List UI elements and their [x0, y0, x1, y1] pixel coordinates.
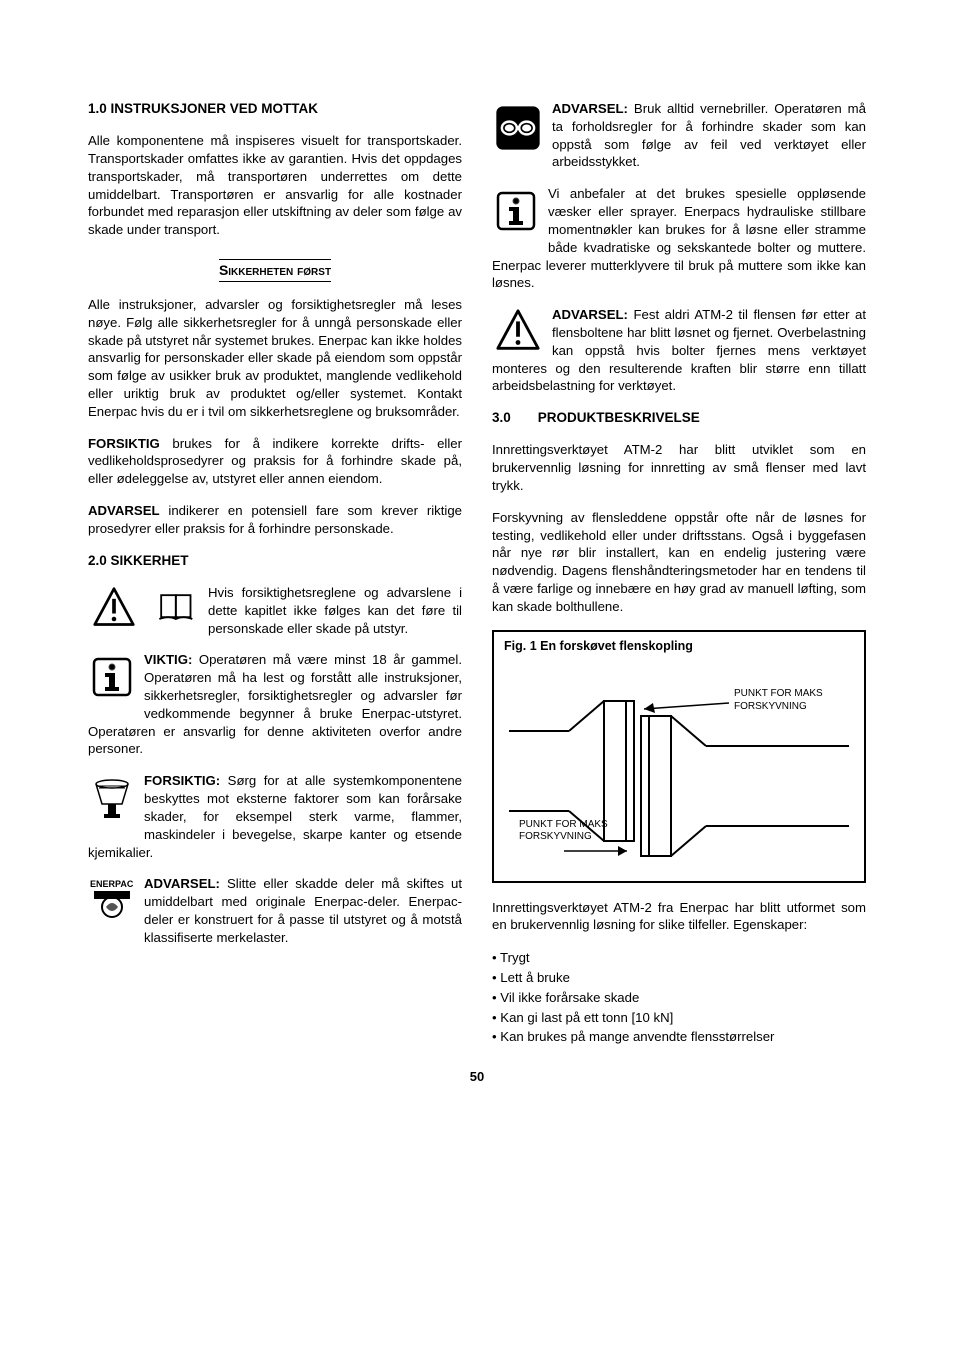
warn-flange-block: ADVARSEL: Fest aldri ATM-2 til flensen f…: [492, 306, 866, 395]
warning-icon: [88, 586, 140, 635]
right-column: ADVARSEL: Bruk alltid vernebriller. Oper…: [492, 100, 866, 1057]
goggles-icon: [492, 102, 544, 159]
bullet-item: Lett å bruke: [492, 968, 866, 988]
bullet-item: Trygt: [492, 948, 866, 968]
info-icon: [88, 653, 136, 706]
book-icon: [148, 586, 200, 635]
two-column-layout: 1.0 INSTRUKSJONER VED MOTTAK Alle kompon…: [88, 100, 866, 1057]
section-2-heading: 2.0 SIKKERHET: [88, 552, 462, 570]
bullet-item: Kan brukes på mange anvendte flensstørre…: [492, 1027, 866, 1047]
fig-label-top-2: FORSKYVNING: [734, 701, 807, 712]
flange-diagram: PUNKT FOR MAKS FORSKYVNING PUNKT FOR MAK…: [509, 661, 849, 871]
fig-label-top-1: PUNKT FOR MAKS: [734, 688, 823, 699]
safety-first-banner: Sikkerheten først: [219, 259, 331, 282]
section-1-heading: 1.0 INSTRUKSJONER VED MOTTAK: [88, 100, 462, 118]
fig-label-bot-1: PUNKT FOR MAKSFORSKYVNING: [519, 819, 608, 842]
para-product-1: Innrettingsverktøyet ATM-2 har blitt utv…: [492, 441, 866, 494]
para-transport: Alle komponentene må inspiseres visuelt …: [88, 132, 462, 239]
warning-icon: [492, 308, 544, 359]
bullet-item: Vil ikke forårsake skade: [492, 988, 866, 1008]
para-advarsel: ADVARSEL indikerer en potensiell fare so…: [88, 502, 462, 538]
feature-list: Trygt Lett å bruke Vil ikke forårsake sk…: [492, 948, 866, 1047]
info-block-2: Vi anbefaler at det brukes spesielle opp…: [492, 185, 866, 292]
bullet-item: Kan gi last på ett tonn [10 kN]: [492, 1008, 866, 1028]
para-instructions: Alle instruksjoner, advarsler og forsikt…: [88, 296, 462, 421]
page-number: 50: [88, 1069, 866, 1084]
info-icon: [492, 187, 540, 240]
warn-book-block: Hvis forsiktighetsreglene og advarslene …: [88, 584, 462, 637]
enerpac-icon: [88, 877, 136, 930]
para-forsiktig: FORSIKTIG brukes for å indikere korrekte…: [88, 435, 462, 488]
section-3-heading: 3.0 PRODUKTBESKRIVELSE: [492, 409, 866, 427]
para-product-2: Forskyvning av flensleddene oppstår ofte…: [492, 509, 866, 616]
figure-1: Fig. 1 En forskøvet flenskopling: [492, 630, 866, 883]
para-product-3: Innrettingsverktøyet ATM-2 fra Enerpac h…: [492, 899, 866, 935]
pump-icon: [88, 774, 136, 827]
info-block: VIKTIG: Operatøren må være minst 18 år g…: [88, 651, 462, 758]
caution-pump-block: FORSIKTIG: Sørg for at alle systemkompon…: [88, 772, 462, 861]
goggles-block: ADVARSEL: Bruk alltid vernebriller. Oper…: [492, 100, 866, 171]
left-column: 1.0 INSTRUKSJONER VED MOTTAK Alle kompon…: [88, 100, 462, 1057]
enerpac-block: ADVARSEL: Slitte eller skadde deler må s…: [88, 875, 462, 946]
figure-1-title: Fig. 1 En forskøvet flenskopling: [504, 638, 854, 655]
